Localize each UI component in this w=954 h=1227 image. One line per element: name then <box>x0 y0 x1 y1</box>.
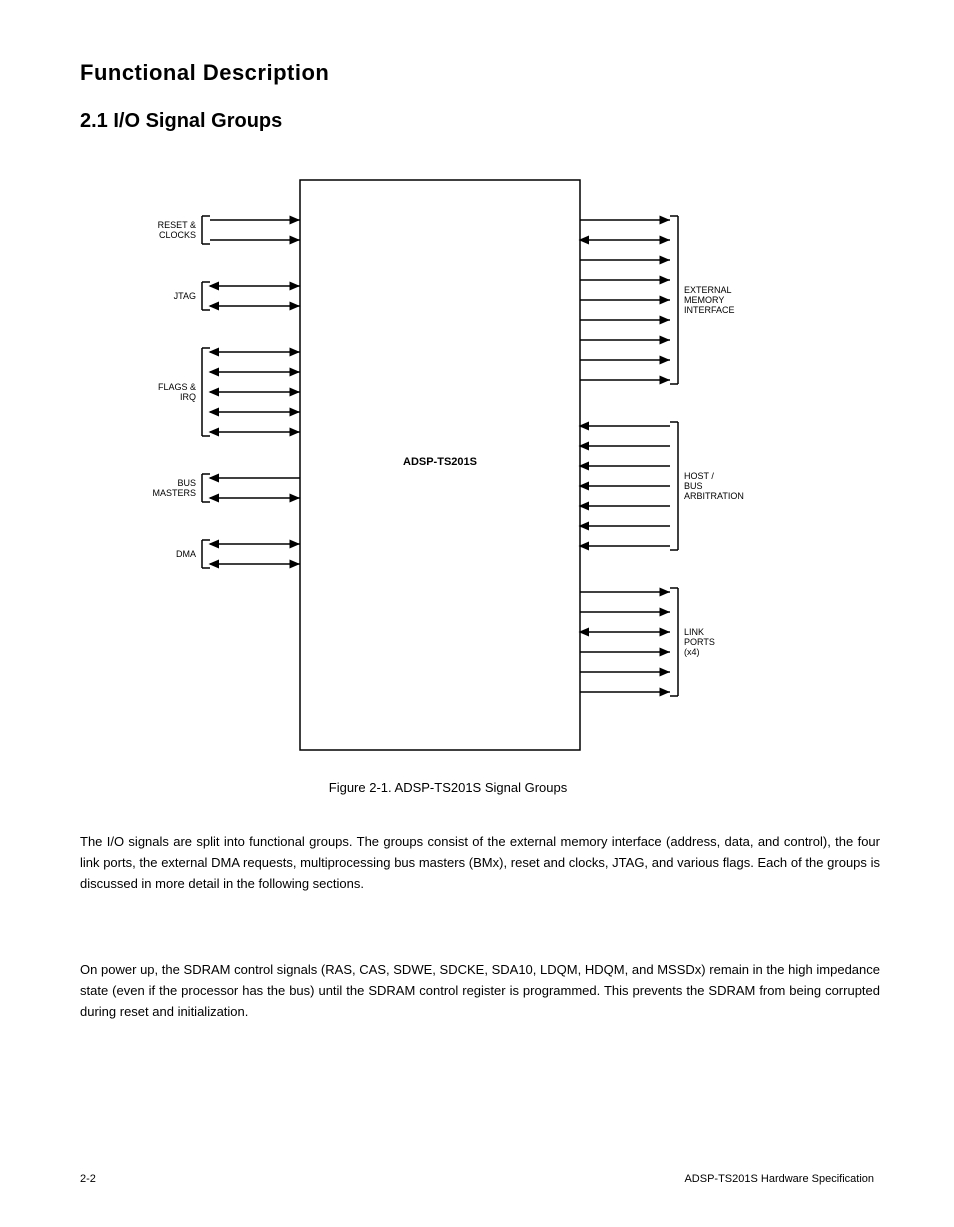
svg-text:IRQ: IRQ <box>180 392 196 402</box>
body-para-2: On power up, the SDRAM control signals (… <box>80 960 880 1022</box>
page-header: Functional Description <box>80 60 329 86</box>
svg-text:EXTERNAL: EXTERNAL <box>684 285 732 295</box>
svg-text:ARBITRATION: ARBITRATION <box>684 491 744 501</box>
footer-doc: ADSP-TS201S Hardware Specification <box>684 1173 874 1185</box>
svg-text:ADSP-TS201S: ADSP-TS201S <box>403 456 477 468</box>
diagram-wrap: ADSP-TS201S RESET &CLOCKS JTAG FLAGS &IRQ BU… <box>80 155 880 765</box>
svg-text:FLAGS &: FLAGS & <box>158 382 196 392</box>
svg-text:INTERFACE: INTERFACE <box>684 305 735 315</box>
svg-text:(x4): (x4) <box>684 647 700 657</box>
svg-text:DMA: DMA <box>176 549 196 559</box>
svg-text:BUS: BUS <box>684 481 703 491</box>
svg-text:CLOCKS: CLOCKS <box>159 230 196 240</box>
body-para-1: The I/O signals are split into functiona… <box>80 832 880 894</box>
svg-text:JTAG: JTAG <box>174 291 196 301</box>
signal-diagram: ADSP-TS201S RESET &CLOCKS JTAG FLAGS &IRQ BU… <box>80 155 880 765</box>
svg-text:MEMORY: MEMORY <box>684 295 724 305</box>
footer-page: 2-2 <box>80 1173 96 1185</box>
svg-text:PORTS: PORTS <box>684 637 715 647</box>
figure-caption: Figure 2-1. ADSP-TS201S Signal Groups <box>248 780 648 795</box>
svg-text:LINK: LINK <box>684 627 704 637</box>
section-title: 2.1 I/O Signal Groups <box>80 110 282 133</box>
svg-text:RESET &: RESET & <box>158 220 196 230</box>
svg-text:MASTERS: MASTERS <box>152 488 196 498</box>
svg-text:HOST /: HOST / <box>684 471 714 481</box>
svg-text:BUS: BUS <box>177 478 196 488</box>
